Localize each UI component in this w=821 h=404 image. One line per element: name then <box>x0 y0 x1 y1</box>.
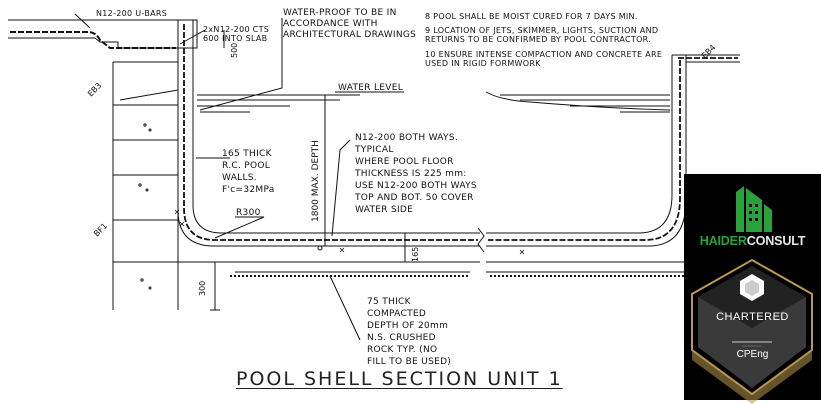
label-rock-4: N.S. CRUSHED <box>367 333 436 343</box>
dim-300 <box>210 261 220 311</box>
label-floor-2: TYPICAL <box>355 145 394 155</box>
leader-floor <box>331 139 351 237</box>
label-walls-3: WALLS. <box>222 173 257 183</box>
pool-wall-right-outer <box>486 55 687 247</box>
label-floor-1: N12-200 BOTH WAYS. <box>355 133 459 143</box>
note-10b: USED IN RIGID FORMWORK <box>425 59 541 68</box>
note-8: 8 POOL SHALL BE MOIST CURED FOR 7 DAYS M… <box>425 12 638 21</box>
cpeng-label: CPEng <box>736 349 769 360</box>
label-radius: R300 <box>236 208 261 218</box>
label-floor-6: TOP AND BOT. 50 COVER <box>355 193 474 203</box>
label-waterproof-1: WATER-PROOF TO BE IN <box>283 8 397 18</box>
floor-base-left <box>178 261 480 273</box>
label-dim-165: 165 <box>411 246 420 262</box>
floor-base-right <box>486 261 684 273</box>
drawing-title: POOL SHELL SECTION UNIT 1 <box>236 368 563 390</box>
slab-rebar <box>10 31 176 49</box>
pool-wall-right-inner <box>486 72 673 234</box>
label-floor-7: WATER SIDE <box>355 205 414 215</box>
label-walls-1: 165 THICK <box>222 149 272 159</box>
slab-lower-left <box>8 37 180 49</box>
leader-cts <box>179 29 206 45</box>
label-depth: 1800 MAX. DEPTH <box>311 140 321 222</box>
pool-wall-left-inner <box>192 20 480 234</box>
brand-part-a: HAIDER <box>699 234 747 248</box>
label-rock-5: ROCK TYP. (NO <box>367 345 438 355</box>
water-level-right <box>500 94 670 113</box>
leader-bars <box>74 13 91 29</box>
chartered-label: CHARTERED <box>716 311 789 323</box>
label-walls-2: R.C. POOL <box>222 161 271 171</box>
footing-top <box>113 104 178 263</box>
wall-rebar-left <box>183 24 478 241</box>
brand-part-b: CONSULT <box>746 234 806 248</box>
wall-rebar-right <box>488 60 681 241</box>
footing-left <box>112 105 179 310</box>
depth-dimension <box>320 94 330 247</box>
building-logo-icon <box>736 186 772 232</box>
leader-rock <box>329 275 361 341</box>
dim-165 <box>400 232 410 263</box>
label-floor-3: WHERE POOL FLOOR <box>355 157 454 167</box>
brand-name: HAIDERCONSULT <box>684 234 821 248</box>
label-waterproof-2: ACCORDANCE WITH <box>283 19 378 29</box>
label-rock-6: FILL TO BE USED) <box>367 357 452 367</box>
label-rock-1: 75 THICK <box>367 297 411 307</box>
label-walls-4: F'c=32MPa <box>222 185 275 195</box>
haiderconsult-badge: HAIDERCONSULT CHARTERED CPEng <box>684 174 821 404</box>
label-floor-5: USE N12-200 BOTH WAYS <box>355 181 477 191</box>
eb3-beam <box>112 61 179 105</box>
label-dim-500: 500 <box>230 42 239 58</box>
label-rock-3: DEPTH OF 20mm <box>367 321 449 331</box>
water-wave-right <box>485 91 671 111</box>
note-9b: RETURNS TO BE CONFIRMED BY POOL CONTRACT… <box>425 35 652 44</box>
label-cts-2: 600 INTO SLAB <box>203 34 268 43</box>
label-floor-4: THICKNESS IS 225 mm: <box>355 169 467 179</box>
slab-right <box>671 54 740 72</box>
label-dim-300: 300 <box>198 280 207 296</box>
label-cts-1: 2xN12-200 CTS <box>203 25 270 34</box>
cpeng-shield-icon <box>691 258 813 404</box>
note-10a: 10 ENSURE INTENSE COMPACTION AND CONCRET… <box>425 50 663 59</box>
break-line <box>477 227 485 253</box>
label-top-bars: N12-200 U-BARS <box>96 9 168 18</box>
leader-r300 <box>214 216 265 239</box>
note-9a: 9 LOCATION OF JETS, SKIMMER, LIGHTS, SUC… <box>425 26 659 35</box>
leader-waterproof <box>199 18 283 111</box>
label-waterproof-3: ARCHITECTURAL DRAWINGS <box>283 30 417 40</box>
water-level-left <box>197 94 360 113</box>
label-water-level: WATER LEVEL <box>338 83 404 93</box>
label-rock-2: COMPACTED <box>367 309 427 319</box>
